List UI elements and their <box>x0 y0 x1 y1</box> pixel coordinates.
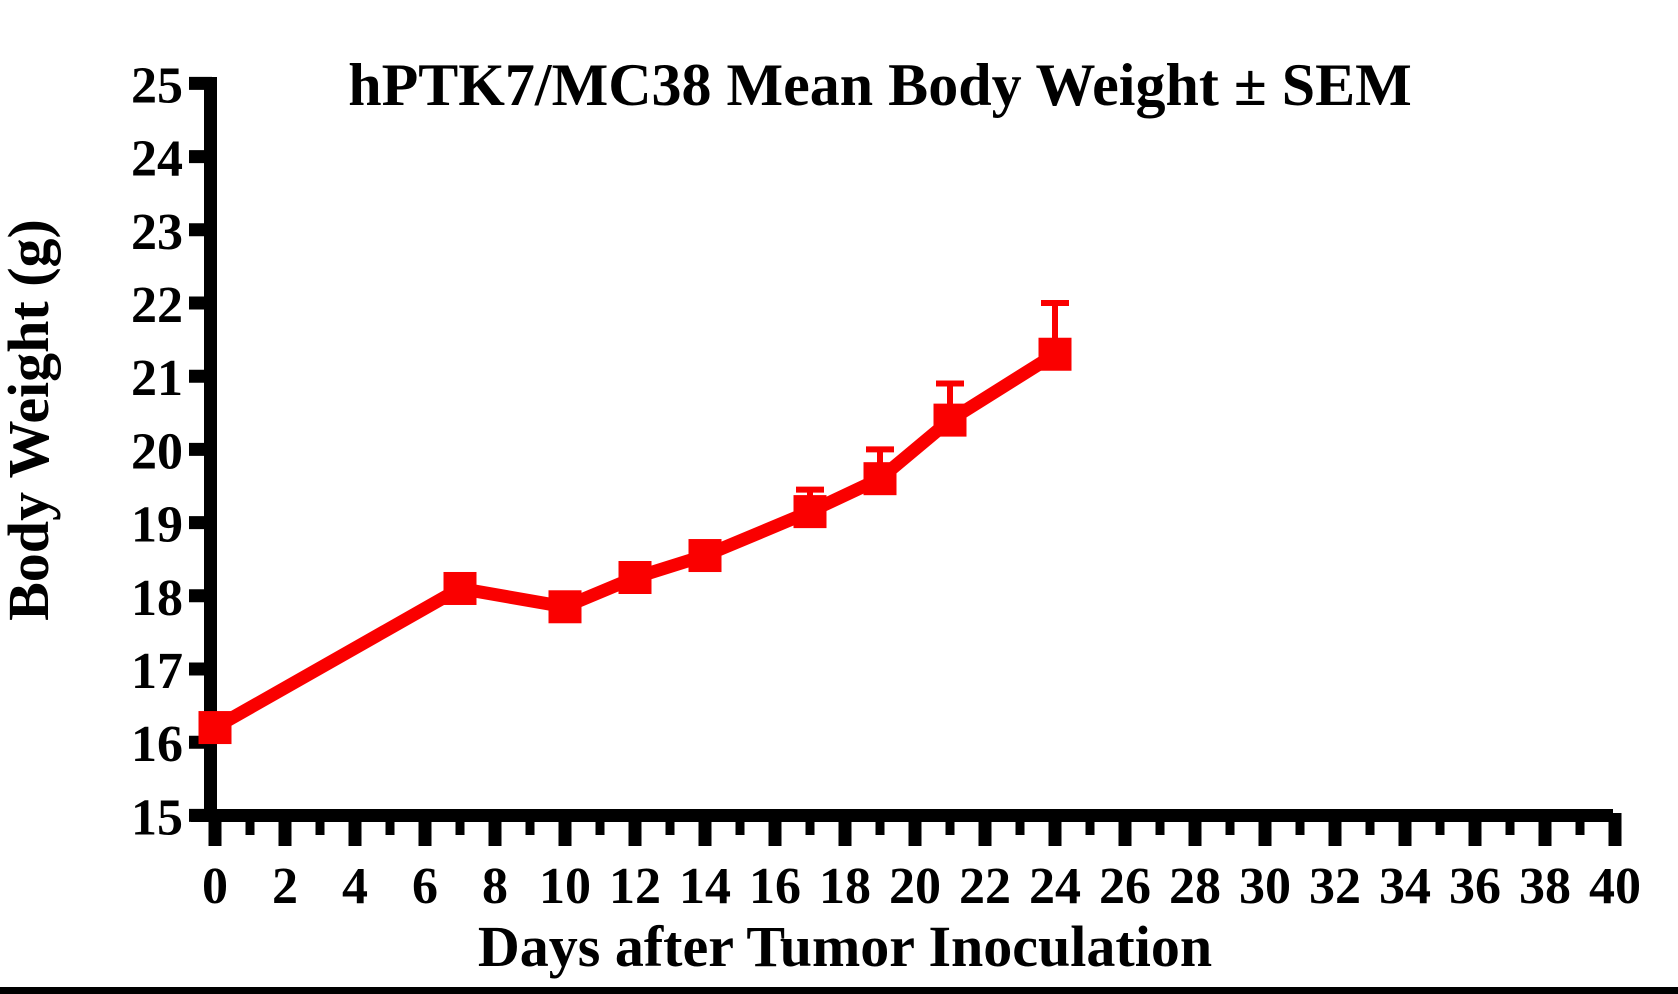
data-series-layer <box>198 300 1072 745</box>
x-tick-label: 18 <box>819 858 871 915</box>
x-tick-label: 28 <box>1169 858 1221 915</box>
data-point-marker <box>548 590 582 624</box>
x-tick-label: 10 <box>539 858 591 915</box>
y-axis-title: Body Weight (g) <box>0 219 61 621</box>
x-tick-label: 32 <box>1309 858 1361 915</box>
data-point-marker <box>688 539 722 573</box>
y-tick-label: 19 <box>131 497 183 554</box>
x-tick-label: 6 <box>412 858 438 915</box>
data-point-marker <box>618 561 652 594</box>
x-tick-label: 26 <box>1099 858 1151 915</box>
series-line <box>211 348 1059 734</box>
y-tick-label: 21 <box>131 350 183 407</box>
x-tick-label: 14 <box>679 858 731 915</box>
data-point-marker <box>933 403 967 437</box>
x-tick-label: 16 <box>749 858 801 915</box>
x-tick-label: 12 <box>609 858 661 915</box>
x-tick-label: 0 <box>202 858 228 915</box>
x-tick-label: 30 <box>1239 858 1291 915</box>
x-tick-label: 22 <box>959 858 1011 915</box>
y-tick-label: 18 <box>131 570 183 627</box>
x-tick-label: 34 <box>1379 858 1431 915</box>
x-tick-label: 40 <box>1589 858 1641 915</box>
x-tick-label: 2 <box>272 858 298 915</box>
y-tick-label: 17 <box>131 643 183 700</box>
x-axis-title: Days after Tumor Inoculation <box>478 914 1212 979</box>
x-tick-label: 38 <box>1519 858 1571 915</box>
x-tick-label: 36 <box>1449 858 1501 915</box>
chart-title: hPTK7/MC38 Mean Body Weight ± SEM <box>348 52 1412 118</box>
x-tick-label: 4 <box>342 858 368 915</box>
y-tick-label: 24 <box>131 131 183 188</box>
y-tick-label: 16 <box>131 716 183 773</box>
bottom-edge-bar <box>0 987 1678 994</box>
y-tick-label: 20 <box>131 423 183 480</box>
data-point-marker <box>1038 337 1072 371</box>
data-point-marker <box>443 571 477 605</box>
y-tick-label: 25 <box>131 57 183 114</box>
y-tick-label: 23 <box>131 204 183 261</box>
x-tick-label: 20 <box>889 858 941 915</box>
y-tick-label: 15 <box>131 789 183 846</box>
x-tick-label: 24 <box>1029 858 1081 915</box>
data-point-marker <box>198 711 232 745</box>
x-tick-label: 8 <box>482 858 508 915</box>
data-point-marker <box>793 495 827 529</box>
data-point-marker <box>863 462 897 496</box>
y-tick-label: 22 <box>131 277 183 334</box>
